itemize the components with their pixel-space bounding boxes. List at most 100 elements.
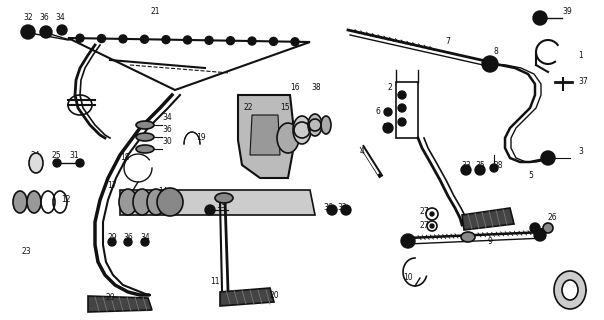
Polygon shape [220, 288, 274, 306]
Text: 28: 28 [493, 161, 503, 170]
Circle shape [398, 118, 406, 126]
Text: 25: 25 [51, 150, 61, 159]
Text: 36: 36 [323, 204, 333, 212]
Circle shape [383, 123, 393, 133]
Circle shape [291, 38, 299, 46]
Text: 14: 14 [158, 188, 168, 196]
Circle shape [53, 159, 61, 167]
Ellipse shape [136, 145, 154, 153]
Ellipse shape [29, 153, 43, 173]
Text: 36: 36 [162, 125, 172, 134]
Circle shape [534, 229, 546, 241]
Ellipse shape [277, 123, 299, 153]
Circle shape [205, 205, 215, 215]
Text: 16: 16 [290, 84, 300, 92]
Text: 5: 5 [528, 171, 533, 180]
Ellipse shape [119, 189, 137, 215]
Ellipse shape [147, 189, 165, 215]
Ellipse shape [308, 114, 322, 136]
Text: 12: 12 [61, 196, 71, 204]
Text: 37: 37 [578, 77, 588, 86]
Circle shape [76, 34, 84, 42]
Circle shape [124, 238, 132, 246]
Circle shape [398, 91, 406, 99]
Ellipse shape [543, 223, 553, 233]
Text: 36: 36 [123, 234, 133, 243]
Circle shape [269, 37, 277, 45]
Circle shape [248, 37, 256, 45]
Text: 11: 11 [210, 277, 220, 286]
Text: 3: 3 [578, 148, 583, 156]
Polygon shape [88, 296, 152, 312]
Text: 15: 15 [280, 103, 290, 113]
Text: 32: 32 [337, 204, 347, 212]
Polygon shape [238, 95, 295, 178]
Ellipse shape [27, 191, 41, 213]
Text: 8: 8 [494, 47, 499, 57]
Text: 20: 20 [106, 293, 115, 302]
Text: 19: 19 [196, 133, 205, 142]
Text: 10: 10 [403, 274, 413, 283]
Text: 38: 38 [13, 196, 23, 204]
Text: 23: 23 [22, 247, 31, 257]
Text: 9: 9 [487, 237, 492, 246]
Circle shape [327, 205, 337, 215]
Ellipse shape [133, 189, 151, 215]
Text: 22: 22 [243, 103, 252, 113]
Text: 35: 35 [475, 161, 485, 170]
Circle shape [108, 238, 116, 246]
Text: 3: 3 [382, 124, 387, 132]
Text: 34: 34 [140, 234, 150, 243]
Polygon shape [120, 190, 315, 215]
Circle shape [141, 238, 149, 246]
Ellipse shape [136, 133, 154, 141]
Text: 16: 16 [31, 196, 41, 204]
Text: 1: 1 [578, 51, 583, 60]
Text: 31: 31 [69, 150, 79, 159]
Text: 24: 24 [30, 150, 40, 159]
Circle shape [141, 35, 149, 43]
Circle shape [226, 37, 234, 45]
Circle shape [162, 36, 170, 44]
Circle shape [401, 234, 415, 248]
Ellipse shape [321, 116, 331, 134]
Text: 2: 2 [388, 84, 393, 92]
Text: 39: 39 [562, 7, 572, 17]
Text: 21: 21 [150, 7, 159, 17]
Text: 32: 32 [23, 13, 33, 22]
Ellipse shape [157, 188, 183, 216]
Circle shape [430, 212, 434, 216]
Text: 36: 36 [39, 13, 49, 22]
Polygon shape [462, 208, 514, 230]
Circle shape [541, 151, 555, 165]
Circle shape [398, 104, 406, 112]
Circle shape [119, 35, 127, 43]
Ellipse shape [13, 191, 27, 213]
Circle shape [482, 56, 498, 72]
Text: 20: 20 [270, 291, 280, 300]
Circle shape [76, 159, 84, 167]
Circle shape [40, 26, 52, 38]
Circle shape [57, 25, 67, 35]
Text: 4: 4 [360, 148, 365, 156]
Text: 30: 30 [162, 138, 172, 147]
Circle shape [205, 36, 213, 44]
Circle shape [533, 11, 547, 25]
Text: 13: 13 [216, 201, 226, 210]
Text: 6: 6 [375, 108, 380, 116]
Text: 27: 27 [420, 207, 429, 217]
Circle shape [341, 205, 351, 215]
Text: 7: 7 [446, 37, 451, 46]
Ellipse shape [215, 193, 233, 203]
Circle shape [97, 35, 106, 43]
Circle shape [430, 224, 434, 228]
Ellipse shape [554, 271, 586, 309]
Text: 17: 17 [107, 180, 117, 189]
Polygon shape [250, 115, 280, 155]
Ellipse shape [562, 280, 578, 300]
Circle shape [475, 165, 485, 175]
Text: 26: 26 [548, 213, 557, 222]
Ellipse shape [136, 121, 154, 129]
Circle shape [530, 223, 540, 233]
Text: 34: 34 [162, 114, 172, 123]
